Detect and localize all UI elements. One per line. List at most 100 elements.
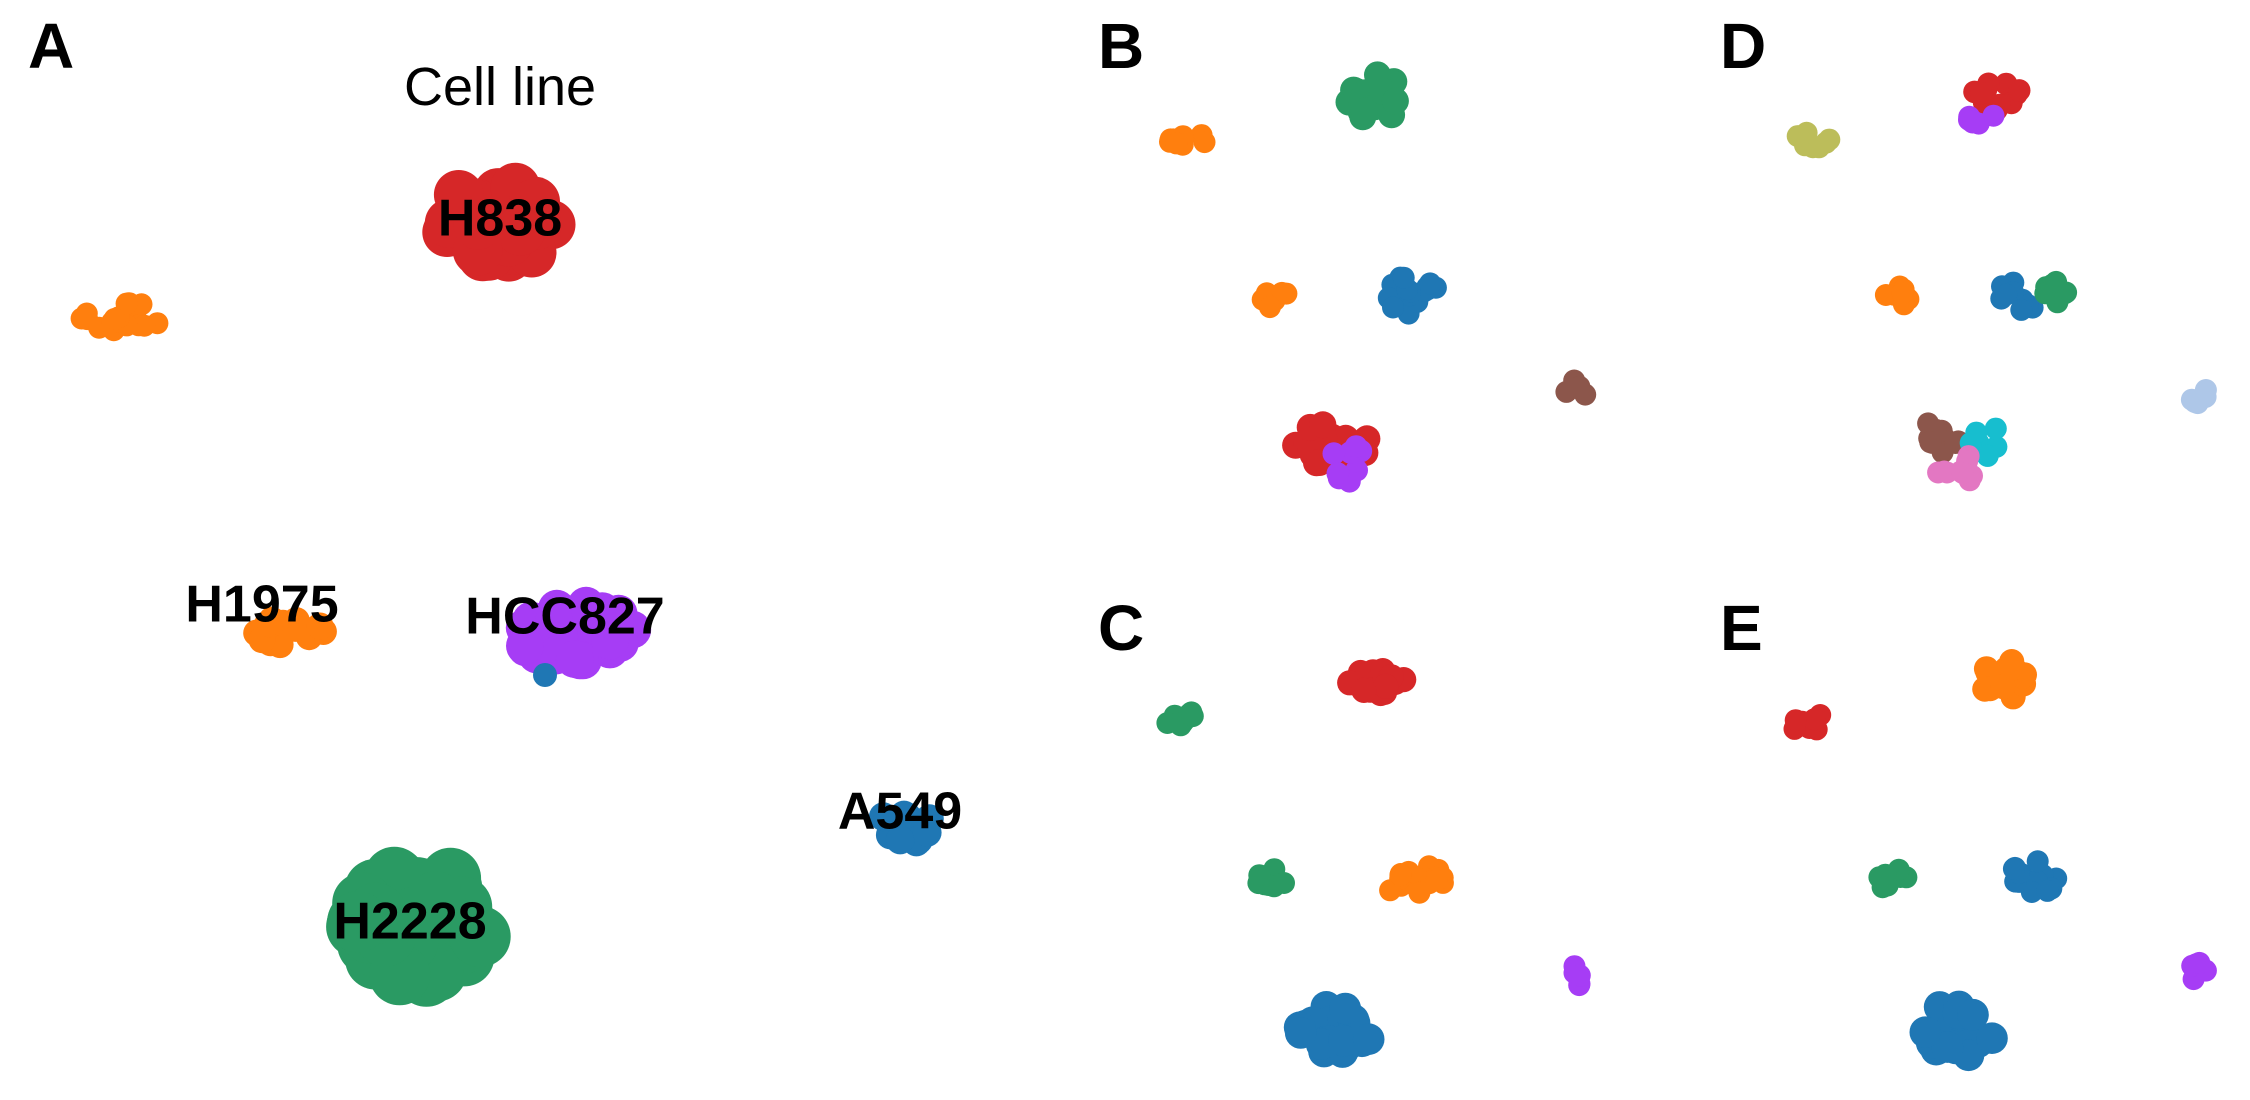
scatter-point <box>1909 1016 1942 1048</box>
scatter-point <box>892 802 922 832</box>
scatter-point <box>508 179 559 229</box>
scatter-point <box>1874 284 1897 306</box>
scatter-point <box>1165 132 1188 155</box>
scatter-point <box>1984 417 2007 440</box>
cluster-e-1 <box>1783 704 1832 741</box>
cluster-b-0 <box>1335 61 1409 131</box>
scatter-point <box>1965 421 1988 444</box>
cluster-label-h1975: H1975 <box>185 576 338 634</box>
cluster-b-6 <box>1322 435 1373 493</box>
scatter-point <box>885 825 915 855</box>
scatter-point <box>1933 460 1956 483</box>
scatter-point <box>2020 881 2043 903</box>
scatter-point <box>535 600 573 639</box>
scatter-point <box>1328 1025 1360 1057</box>
scatter-point <box>533 663 557 687</box>
scatter-point <box>1976 1022 2008 1054</box>
cluster-d-3 <box>1874 275 1920 316</box>
cluster-e-5 <box>1909 990 2008 1072</box>
scatter-point <box>1156 712 1179 734</box>
scatter-point <box>1995 283 2018 306</box>
cluster-a-5 <box>868 800 944 857</box>
scatter-point <box>1193 131 1216 154</box>
scatter-point <box>1373 673 1399 699</box>
cluster-d-2 <box>1786 121 1841 159</box>
scatter-point <box>1350 97 1378 125</box>
scatter-point <box>591 621 630 660</box>
scatter-point <box>1891 282 1914 305</box>
cluster-e-4 <box>2181 951 2217 991</box>
cluster-d-1 <box>1958 104 2005 135</box>
scatter-point <box>1931 1031 1964 1063</box>
scatter-point <box>1419 272 1442 295</box>
cluster-d-9 <box>1927 445 1983 492</box>
cluster-c-1 <box>1156 701 1204 737</box>
scatter-point <box>567 586 605 625</box>
panel-letter-d: D <box>1720 10 1766 82</box>
scatter-point <box>1803 708 1826 731</box>
cluster-b-1 <box>1159 124 1216 156</box>
cluster-e-3 <box>2002 850 2068 903</box>
scatter-point <box>1568 964 1591 987</box>
scatter-point <box>1969 81 1993 105</box>
cluster-a-0 <box>422 162 576 282</box>
cluster-c-3 <box>1379 855 1454 904</box>
scatter-point <box>1784 709 1807 732</box>
scatter-point <box>1382 296 1404 319</box>
scatter-point <box>1392 266 1415 289</box>
scatter-point <box>1425 869 1448 892</box>
cluster-label-h2228: H2228 <box>333 893 486 951</box>
scatter-point <box>912 818 942 847</box>
scatter-point <box>1322 442 1346 465</box>
scatter-point <box>2036 879 2059 902</box>
scatter-point <box>1273 872 1295 894</box>
cluster-d-6 <box>2180 379 2217 415</box>
scatter-point <box>1389 864 1412 887</box>
cluster-label-a549: A549 <box>838 783 962 841</box>
cluster-a-6 <box>326 846 511 1007</box>
scatter-point <box>1258 296 1281 319</box>
scatter-point <box>1344 435 1368 458</box>
scatter-point <box>1808 136 1830 159</box>
scatter-point <box>433 170 484 220</box>
scatter-point <box>115 292 138 315</box>
scatter-point <box>70 307 93 330</box>
cluster-a-2 <box>243 606 337 659</box>
scatter-point <box>306 612 334 640</box>
panel-a-title: Cell line <box>404 57 596 117</box>
panel-letter-a: A <box>28 10 74 82</box>
cluster-c-4 <box>1563 955 1591 997</box>
scatter-point <box>868 802 898 832</box>
cluster-label-hcc827: HCC827 <box>465 588 664 646</box>
cluster-b-3 <box>1377 266 1447 325</box>
scatter-point <box>2026 850 2049 873</box>
cluster-a-3 <box>505 586 652 680</box>
scatter-point <box>1976 444 1999 467</box>
scatter-point <box>1957 998 1989 1031</box>
scatter-point <box>2002 857 2025 880</box>
scatter-point <box>1982 104 2005 127</box>
cluster-e-2 <box>1868 858 1918 899</box>
scatter-point <box>2007 79 2031 102</box>
scatter-point <box>1181 705 1204 728</box>
panel-letter-b: B <box>1098 10 1144 82</box>
scatter-point <box>1284 1017 1317 1049</box>
cluster-d-7 <box>1917 412 1970 464</box>
scatter-point <box>1248 864 1271 887</box>
scatter-point <box>1951 462 1974 485</box>
scatter-point <box>506 627 544 665</box>
scatter-point <box>1309 411 1337 439</box>
scatter-point <box>1567 376 1590 399</box>
scatter-point <box>1962 110 1985 133</box>
scatter-point <box>1352 1023 1385 1055</box>
scatter-point <box>1326 462 1350 485</box>
cluster-label-h838: H838 <box>438 190 562 248</box>
scatter-point <box>2184 391 2206 414</box>
scatter-point <box>1999 655 2025 681</box>
cluster-d-5 <box>2034 270 2078 314</box>
cluster-c-5 <box>1283 991 1385 1068</box>
cluster-a-1 <box>70 292 169 342</box>
cluster-b-2 <box>1251 281 1298 319</box>
cluster-d-4 <box>1990 271 2044 321</box>
